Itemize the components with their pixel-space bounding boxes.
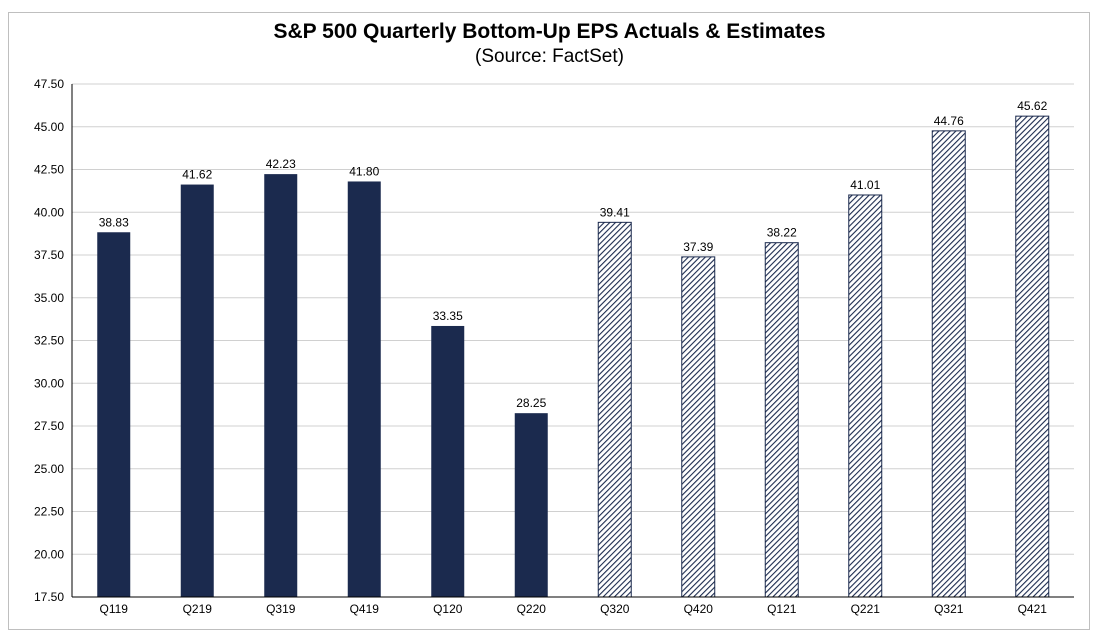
y-tick-label: 35.00 <box>34 291 64 305</box>
data-label: 41.62 <box>182 168 212 182</box>
x-tick-label: Q121 <box>767 602 797 616</box>
data-label: 38.22 <box>767 226 797 240</box>
y-tick-label: 27.50 <box>34 419 64 433</box>
estimate-bar <box>681 256 716 598</box>
x-tick-label: Q119 <box>100 602 129 616</box>
y-tick-label: 17.50 <box>34 590 64 604</box>
y-tick-label: 42.50 <box>34 163 64 177</box>
x-tick-label: Q319 <box>266 602 296 616</box>
x-tick-label: Q221 <box>851 602 881 616</box>
data-label: 45.62 <box>1017 99 1047 113</box>
x-tick-label: Q419 <box>350 602 380 616</box>
x-tick-label: Q321 <box>934 602 964 616</box>
y-axis: 17.50 20.00 22.50 25.00 27.50 30.00 32.50 35.00… <box>34 77 73 604</box>
actual-bar <box>264 174 298 597</box>
y-tick-label: 20.00 <box>34 547 64 561</box>
data-label: 33.35 <box>433 309 463 323</box>
estimate-bar <box>764 242 799 598</box>
data-label: 42.23 <box>266 157 296 171</box>
estimate-bar <box>597 221 632 598</box>
data-label: 41.01 <box>850 178 880 192</box>
data-label: 44.76 <box>934 114 964 128</box>
x-tick-label: Q120 <box>433 602 463 616</box>
y-tick-label: 25.00 <box>34 462 64 476</box>
gridlines <box>72 83 1074 598</box>
x-axis: Q119 Q219 Q319 Q419 Q120 Q220 Q320 Q420 Q121 Q221… <box>72 596 1074 616</box>
chart-subtitle: (Source: FactSet) <box>475 46 624 67</box>
y-tick-label: 45.00 <box>34 120 64 134</box>
estimate-bar <box>1015 115 1050 598</box>
x-tick-label: Q220 <box>517 602 547 616</box>
bars: 38.83 41.62 42.23 41.80 33.35 28.25 39.41 37.39… <box>97 99 1050 598</box>
estimate-bar <box>848 194 883 598</box>
x-tick-label: Q421 <box>1018 602 1048 616</box>
x-tick-label: Q219 <box>183 602 213 616</box>
data-label: 39.41 <box>600 205 630 219</box>
x-tick-label: Q320 <box>600 602 630 616</box>
data-label: 41.80 <box>349 164 379 178</box>
actual-bar <box>431 325 465 597</box>
actual-bar <box>347 181 381 597</box>
estimate-bar <box>931 130 966 598</box>
data-label: 37.39 <box>683 240 713 254</box>
y-tick-label: 32.50 <box>34 334 64 348</box>
data-label: 38.83 <box>99 215 129 229</box>
y-tick-label: 22.50 <box>34 505 64 519</box>
y-tick-label: 30.00 <box>34 376 64 390</box>
actual-bar <box>180 184 214 597</box>
chart-title: S&P 500 Quarterly Bottom-Up EPS Actuals … <box>273 20 826 43</box>
data-label: 28.25 <box>516 396 546 410</box>
x-tick-label: Q420 <box>684 602 714 616</box>
y-tick-label: 40.00 <box>34 205 64 219</box>
actual-bar <box>97 232 131 597</box>
y-tick-label: 37.50 <box>34 248 64 262</box>
actual-bar <box>514 413 548 597</box>
y-tick-label: 47.50 <box>34 77 64 91</box>
